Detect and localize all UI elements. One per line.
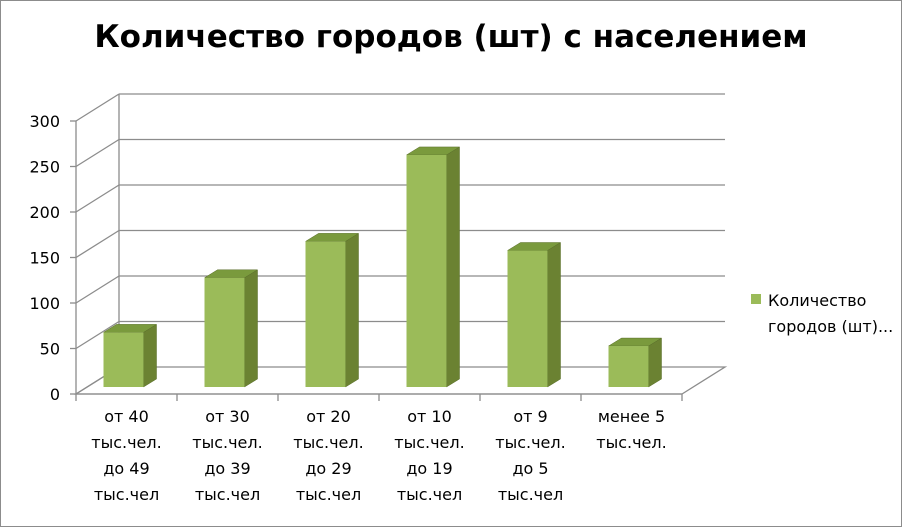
bar-side — [446, 146, 460, 388]
gridline-diagonal — [75, 184, 120, 213]
x-tick-label: от 30 тыс.чел. до 39 тыс.чел — [192, 407, 262, 504]
bar-side — [345, 232, 359, 388]
bar — [507, 250, 548, 387]
bar-side — [648, 337, 662, 388]
bar-side — [143, 323, 157, 388]
gridline-diagonal — [75, 320, 120, 350]
bar — [103, 332, 144, 387]
x-tick-label: от 10 тыс.чел. до 19 тыс.чел — [394, 407, 464, 504]
bar — [204, 277, 245, 387]
x-tick-label: от 20 тыс.чел. до 29 тыс.чел — [293, 407, 363, 504]
gridline-diagonal — [75, 93, 120, 122]
legend-swatch — [751, 294, 761, 304]
y-tick-label: 100 — [29, 294, 60, 313]
bar — [305, 241, 346, 387]
legend: Количество городов (шт)... — [751, 288, 899, 340]
y-tick-label: 0 — [50, 385, 60, 404]
y-tick-label: 50 — [40, 340, 60, 359]
bar-side — [547, 242, 561, 388]
chart-title: Количество городов (шт) с населением — [94, 19, 808, 55]
x-tick-label: от 9 тыс.чел. до 5 тыс.чел — [495, 407, 565, 504]
gridline-diagonal — [75, 229, 120, 259]
x-tick-label: менее 5 тыс.чел. — [596, 407, 666, 452]
x-tick-label: от 40 тыс.чел. до 49 тыс.чел — [91, 407, 161, 504]
y-tick-label: 300 — [29, 112, 60, 131]
legend-label: Количество городов (шт)... — [768, 291, 894, 336]
gridline-diagonal — [75, 138, 120, 168]
gridline-diagonal — [75, 275, 120, 304]
y-tick-label: 250 — [29, 158, 60, 177]
bar — [608, 346, 649, 387]
y-tick-label: 150 — [29, 249, 60, 268]
y-tick-label: 200 — [29, 203, 60, 222]
bar — [406, 154, 447, 387]
bar-side — [244, 269, 258, 388]
